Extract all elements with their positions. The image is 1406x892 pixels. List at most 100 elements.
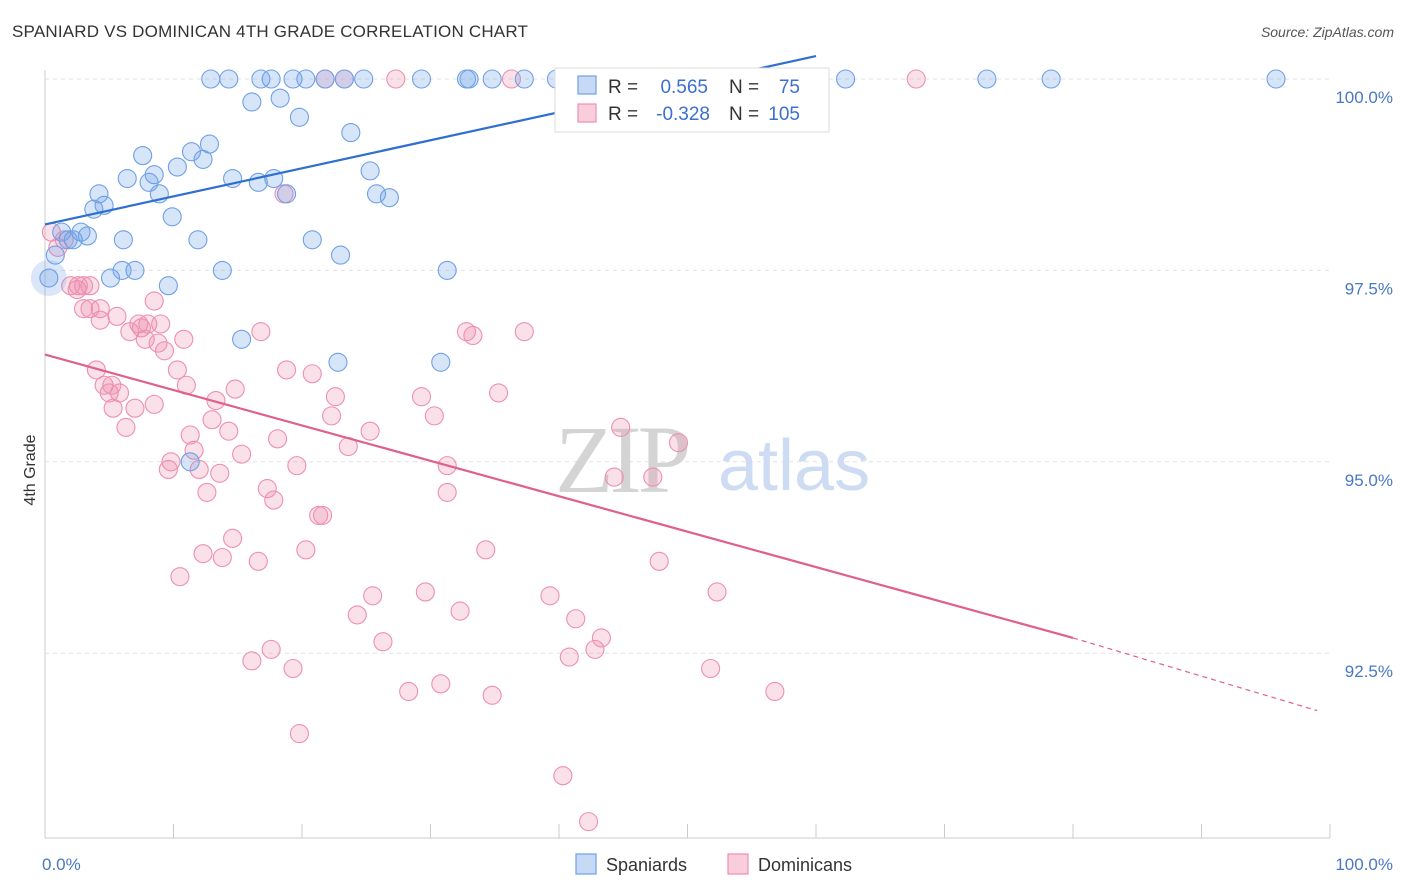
legend-n-value: 75 <box>779 77 800 98</box>
spaniard-point <box>125 260 145 280</box>
dominican-point <box>489 383 509 403</box>
dominican-point <box>540 586 560 606</box>
legend-swatch-dominicans <box>577 103 597 123</box>
dominican-point <box>373 632 393 652</box>
bottom-legend-dominicans: Dominicans <box>758 855 852 875</box>
spaniard-point <box>277 184 297 204</box>
dominican-point <box>906 69 926 89</box>
dominican-point <box>277 360 297 380</box>
spaniard-point <box>482 69 502 89</box>
dominican-point <box>74 276 94 296</box>
dominican-point <box>225 379 245 399</box>
dominican-point <box>180 425 200 445</box>
spaniard-point <box>411 69 432 89</box>
spaniard-point <box>251 69 271 89</box>
dominican-point <box>102 375 122 395</box>
dominican-point <box>68 276 88 296</box>
spaniard-point <box>63 230 83 250</box>
spaniard-point <box>219 69 239 89</box>
spaniard-point <box>232 329 252 349</box>
spaniard-point <box>167 157 187 177</box>
dominican-point <box>553 766 573 786</box>
dominican-point <box>248 551 268 571</box>
spaniard-point <box>289 107 309 127</box>
bottom-legend-swatch-dominicans <box>727 853 749 875</box>
dominican-point <box>90 299 110 319</box>
dominican-point <box>48 237 68 257</box>
dominican-point <box>135 329 155 349</box>
dominican-point <box>202 410 222 430</box>
spaniard-point <box>212 260 232 280</box>
dominican-point <box>363 586 383 606</box>
dominican-point <box>161 452 181 472</box>
dominican-point <box>514 322 534 342</box>
spaniard-point <box>354 69 374 89</box>
dominican-point <box>591 628 611 648</box>
spaniard-point <box>133 146 153 166</box>
source-label: Source: ZipAtlas.com <box>1260 24 1394 40</box>
legend-r-value: -0.328 <box>656 104 710 125</box>
dominican-point <box>109 383 130 403</box>
dominican-point <box>649 551 669 571</box>
spaniard-point <box>242 92 262 112</box>
legend-background <box>554 67 830 133</box>
y-axis-label: 4th Grade <box>22 434 39 505</box>
legend-r-label: R = <box>608 77 638 98</box>
spaniard-point <box>117 168 137 189</box>
dominican-point <box>223 528 243 548</box>
dominican-point <box>158 459 178 480</box>
bottom-legend-swatch-spaniards <box>575 853 597 875</box>
dominican-point <box>151 314 171 334</box>
dominican-point <box>154 341 175 361</box>
spaniard-point <box>379 188 399 208</box>
dominican-point <box>604 467 624 487</box>
spaniard-point <box>296 69 316 89</box>
legend-r-label: R = <box>608 104 638 125</box>
dominican-point <box>347 605 367 625</box>
dominican-point <box>287 456 307 476</box>
dominican-point <box>125 398 145 418</box>
legend-box: R = 0.565 N = 75 R = -0.328 N = 105 <box>554 67 830 133</box>
watermark-atlas: atlas <box>718 426 870 506</box>
dominican-point <box>765 681 785 702</box>
x-tick-labels: 0.0% 100.0% <box>42 855 1393 874</box>
y-tick-label: 97.5% <box>1345 279 1393 298</box>
spaniard-point <box>366 184 387 204</box>
bottom-legend-spaniards: Spaniards <box>606 855 687 875</box>
spaniard-point <box>144 165 164 185</box>
dominican-point <box>144 394 164 414</box>
spaniard-point <box>52 222 72 242</box>
dominican-point <box>219 421 239 441</box>
dominicans-trend-line-extension <box>1072 637 1318 712</box>
legend-swatch-spaniards <box>577 75 597 95</box>
spaniard-point <box>261 69 281 89</box>
spaniard-point <box>1041 69 1061 89</box>
dominican-point <box>170 567 190 587</box>
spaniard-point <box>431 352 451 372</box>
dominican-point <box>668 433 689 453</box>
dominican-point <box>261 639 281 659</box>
dominican-point <box>184 440 204 460</box>
watermark-zip: ZIP <box>555 406 688 513</box>
dominican-point <box>482 685 502 705</box>
dominican-point <box>476 540 496 560</box>
dominican-point <box>116 417 136 437</box>
dominican-point <box>264 490 284 510</box>
spaniard-point <box>514 69 534 89</box>
watermark: ZIP atlas <box>555 406 870 513</box>
dominicans-trend-line <box>44 353 1074 639</box>
dominican-point <box>579 812 599 832</box>
dominican-point <box>463 325 483 346</box>
dominican-point <box>437 482 457 502</box>
dominican-point <box>585 639 605 659</box>
spaniard-point <box>45 245 65 265</box>
spaniard-point-large <box>30 260 67 297</box>
legend-n-label: N = <box>729 104 759 125</box>
legend-n-value: 105 <box>768 104 800 125</box>
spaniard-point <box>315 69 335 89</box>
dominican-point <box>431 674 451 694</box>
dominican-point <box>322 406 342 426</box>
dominican-point <box>107 306 127 326</box>
dominican-point <box>643 467 663 487</box>
